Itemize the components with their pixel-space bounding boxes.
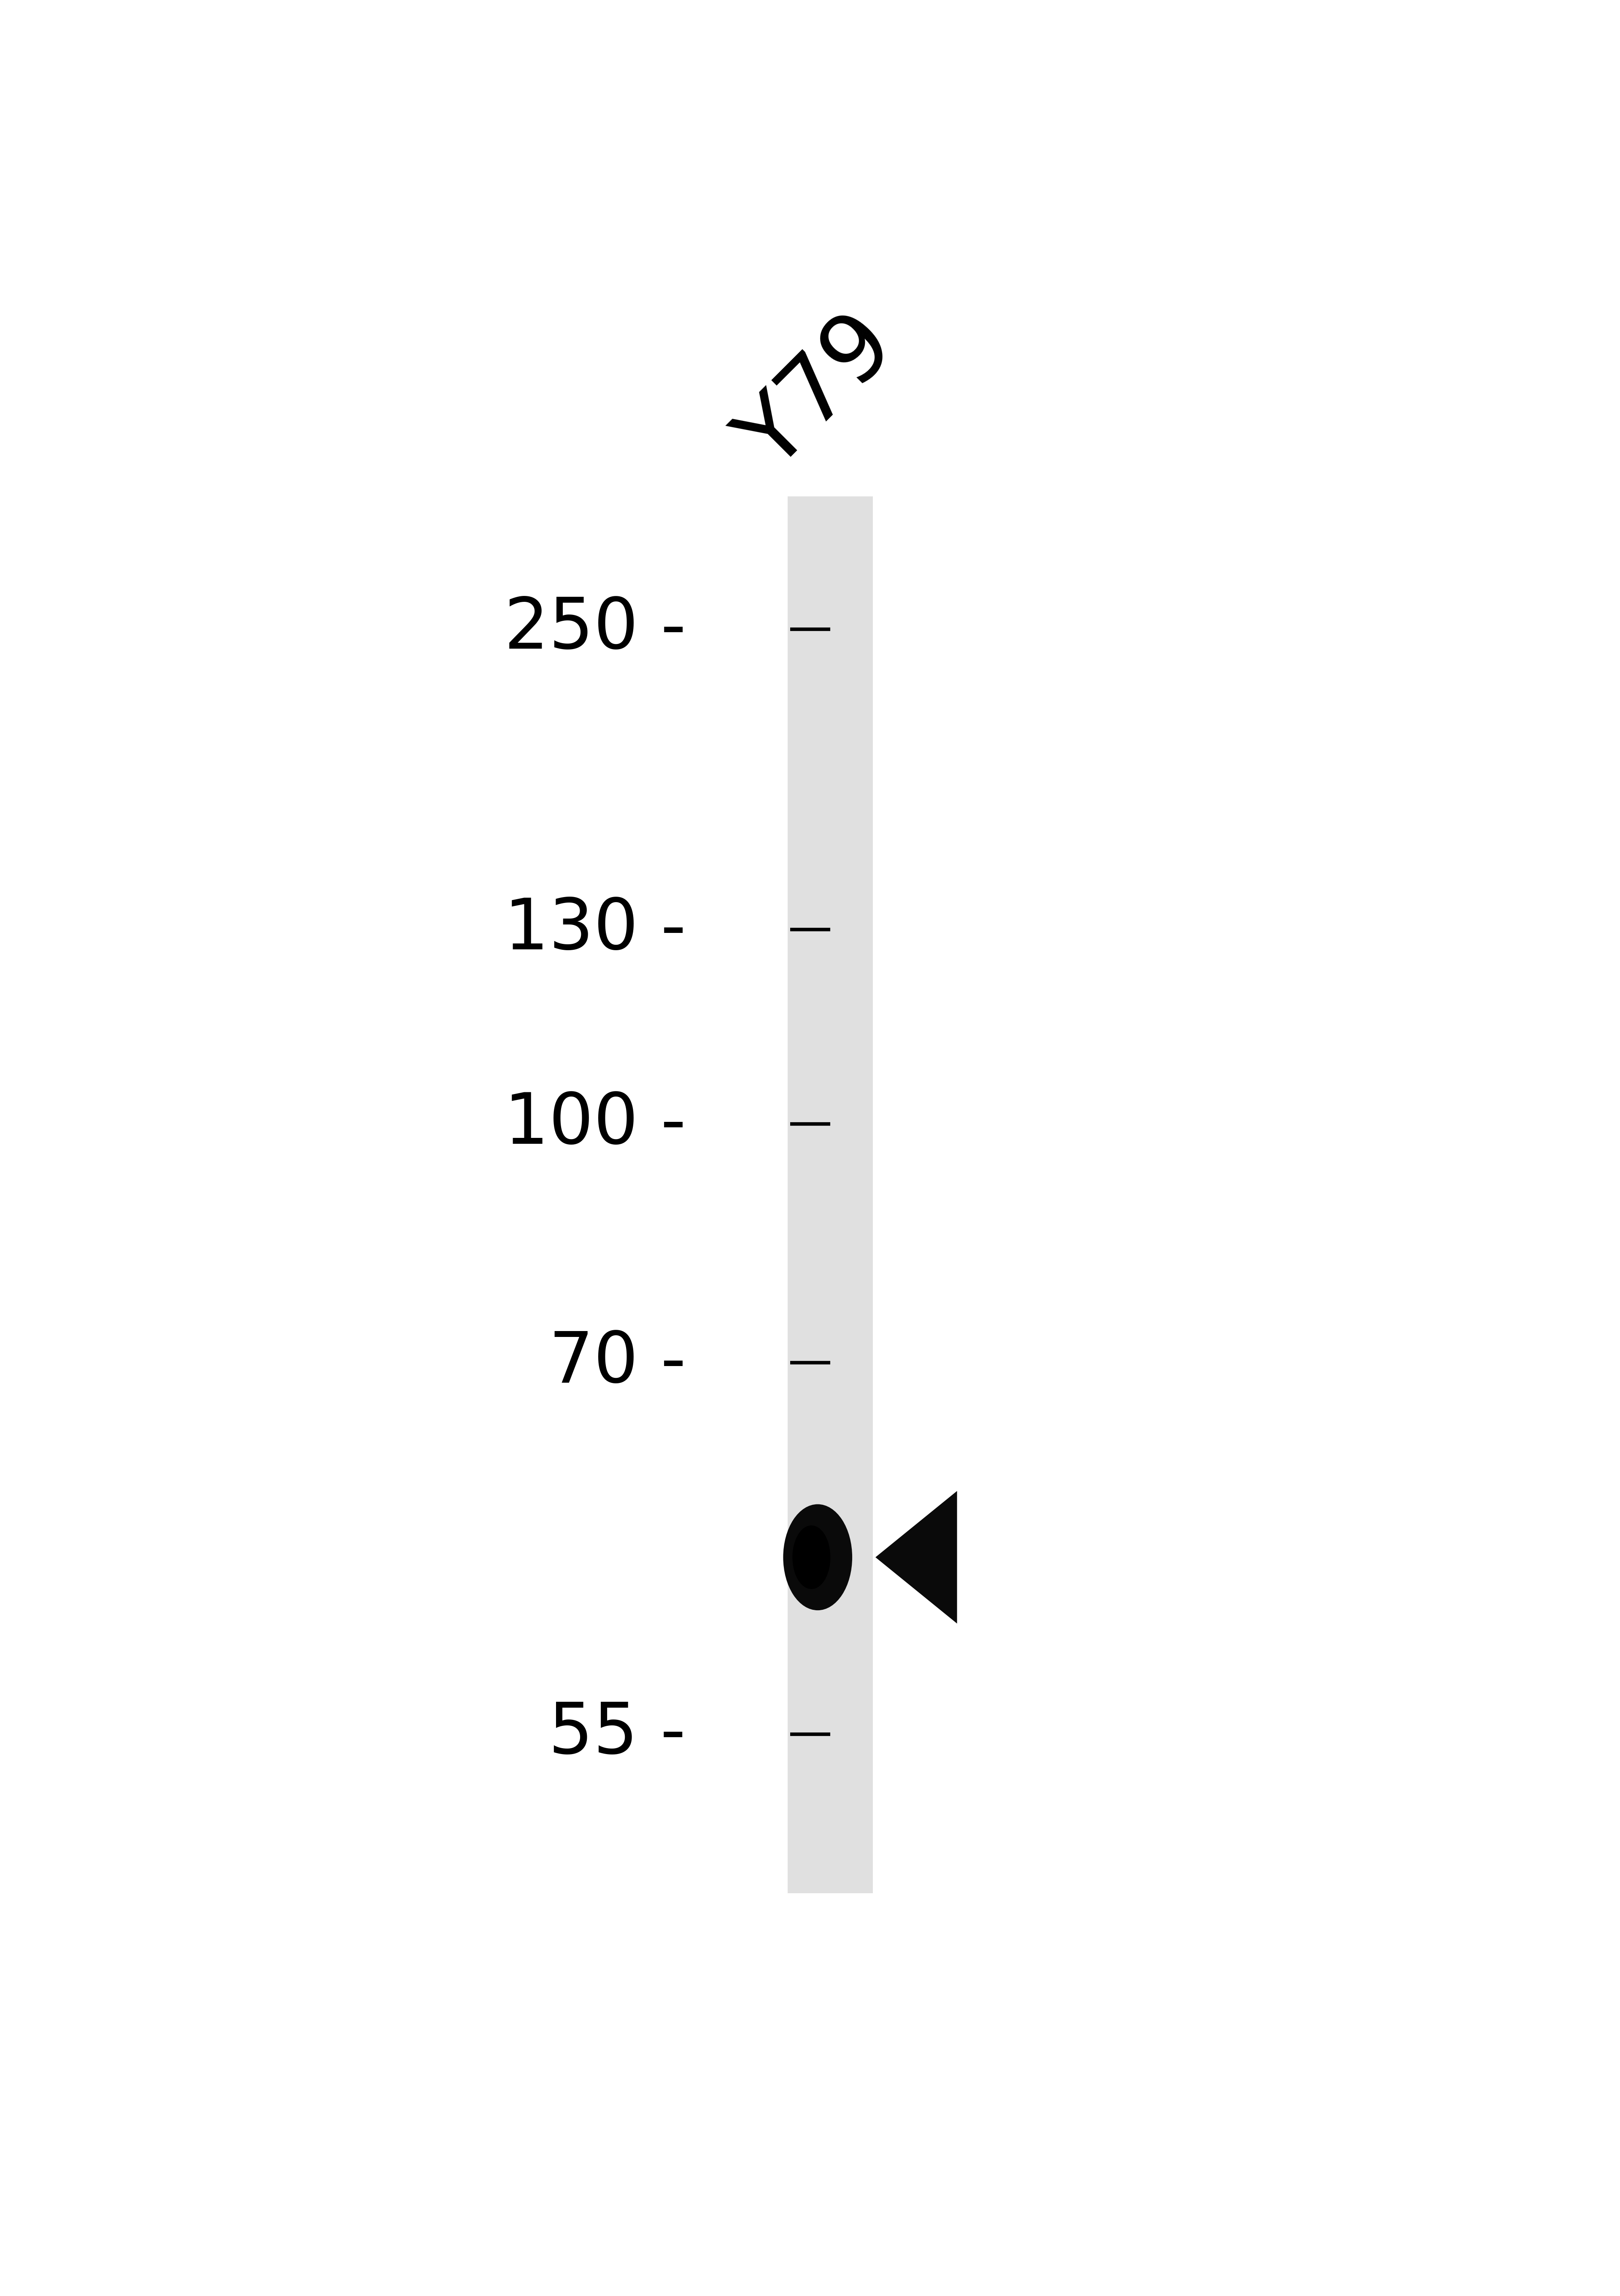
Text: 250 -: 250 - <box>504 595 685 664</box>
Ellipse shape <box>782 1504 852 1609</box>
Polygon shape <box>875 1490 957 1623</box>
Ellipse shape <box>792 1525 831 1589</box>
Bar <box>787 496 873 1894</box>
Text: 100 -: 100 - <box>504 1091 685 1159</box>
Text: 70 -: 70 - <box>549 1329 685 1398</box>
Text: Y79: Y79 <box>724 298 912 487</box>
Text: 130 -: 130 - <box>504 895 685 964</box>
Text: 55 -: 55 - <box>549 1699 685 1768</box>
